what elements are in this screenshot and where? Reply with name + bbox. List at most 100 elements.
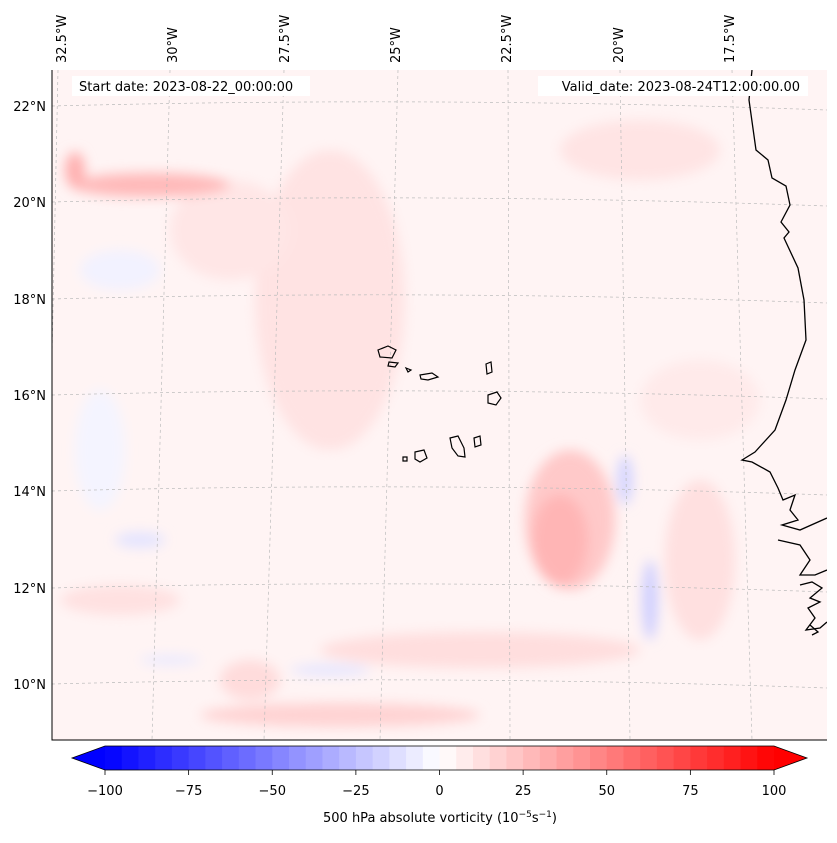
colorbar-cell [640,746,658,770]
lat-label-18n: 18°N [13,293,46,308]
meridian-25w [379,70,399,740]
colorbar-tick-label: −50 [259,784,286,799]
colorbar-label: 500 hPa absolute vorticity (10−5s−1) [323,810,557,826]
meridian-20w [619,70,631,740]
colorbar-cell [355,746,374,770]
island-santo-antao [377,345,397,359]
longitude-labels: 32.5°W 30°W 27.5°W 25°W 22.5°W 20°W 17.5… [55,15,738,63]
colorbar-max-arrow [774,746,807,770]
colorbar-cell [673,746,691,770]
colorbar: −100 −75 −50 −25 0 25 50 75 100 500 hPa absolute… [70,745,809,826]
colorbar-cell [623,746,641,770]
map-panel: Start date: 2023-08-22_00:00:00 Valid_da… [51,70,827,741]
colorbar-cell [105,746,123,770]
lon-label-25w: 25°W [389,27,404,63]
colorbar-cell [222,746,240,770]
meridian-22-5w [507,70,511,740]
colorbar-cell [205,746,223,770]
graticule [52,70,827,740]
cape-verde-islands [377,345,502,463]
colorbar-cell [238,746,257,770]
colorbar-tick-label: 75 [682,784,699,799]
island-santiago [449,435,466,458]
colorbar-cell [406,746,424,770]
colorbar-cell [740,746,758,770]
parallel-14n [52,486,827,496]
parallel-10n [52,679,827,689]
colorbar-tick-label: 0 [435,784,443,799]
parallel-12n [52,583,827,593]
meridian-17-5w [731,70,753,740]
colorbar-cell [339,746,357,770]
colorbar-cell [322,746,340,770]
colorbar-tick-label: 100 [762,784,787,799]
colorbar-cells [105,746,775,770]
island-sao-vicente [387,361,400,368]
lon-label-27-5w: 27.5°W [278,15,293,63]
colorbar-cell [138,746,156,770]
colorbar-cell [372,746,390,770]
colorbar-label-exp1: −5 [519,810,532,820]
colorbar-label-mid: s [532,811,539,826]
colorbar-cell [121,746,140,770]
colorbar-cell [288,746,307,770]
lon-label-30w: 30°W [166,27,181,63]
colorbar-cell [305,746,324,770]
lon-label-17-5w: 17.5°W [723,15,738,63]
lat-label-20n: 20°N [13,196,46,211]
colorbar-min-arrow [72,746,105,770]
guinea-bissau-coastline [777,539,827,636]
colorbar-ticks: −100 −75 −50 −25 0 25 50 75 100 [87,770,786,799]
colorbar-cell [573,746,591,770]
meridian-27-5w [263,70,285,740]
colorbar-cell [523,746,541,770]
lon-label-22-5w: 22.5°W [500,15,515,63]
lat-label-16n: 16°N [13,389,46,404]
lat-label-12n: 12°N [13,582,46,597]
colorbar-cell [472,746,491,770]
colorbar-cell [606,746,625,770]
lon-label-20w: 20°W [612,27,627,63]
valid-date-box [538,76,808,96]
lat-label-14n: 14°N [13,485,46,500]
colorbar-label-text: 500 hPa absolute vorticity (10 [323,811,519,826]
colorbar-cell [456,746,474,770]
colorbar-tick-label: −25 [342,784,369,799]
island-santa-luzia [404,366,413,373]
colorbar-cell [556,746,574,770]
colorbar-cell [506,746,524,770]
colorbar-tick-label: −75 [175,784,202,799]
colorbar-cell [707,746,725,770]
island-maio [473,435,482,448]
lon-label-32-5w: 32.5°W [55,15,70,63]
colorbar-cell [155,746,173,770]
colorbar-cell [389,746,407,770]
colorbar-cell [422,746,441,770]
start-date-label: Start date: 2023-08-22_00:00:00 [79,80,293,95]
valid-date-label: Valid_date: 2023-08-24T12:00:00.00 [562,80,800,95]
colorbar-label-close: ) [552,811,557,826]
island-sao-nicolau [419,372,440,381]
start-date-box [72,76,310,96]
colorbar-cell [171,746,190,770]
axes-frame [51,70,827,741]
colorbar-cell [539,746,558,770]
colorbar-tick-label: 50 [598,784,615,799]
island-fogo [414,449,428,463]
island-sal [485,361,493,375]
meridian-30w [151,70,171,740]
colorbar-cell [757,746,775,770]
colorbar-cell [723,746,742,770]
colorbar-label-exp2: −1 [539,810,552,820]
colorbar-tick-label: 25 [515,784,532,799]
colorbar-tick-label: −100 [87,784,123,799]
west-africa-coastline [740,70,827,531]
island-brava [402,456,408,462]
parallel-16n [52,390,827,400]
latitude-labels: 22°N 20°N 18°N 16°N 14°N 12°N 10°N [13,100,46,693]
colorbar-cell [272,746,290,770]
lat-label-10n: 10°N [13,678,46,693]
parallel-20n [52,197,827,207]
colorbar-cell [656,746,675,770]
